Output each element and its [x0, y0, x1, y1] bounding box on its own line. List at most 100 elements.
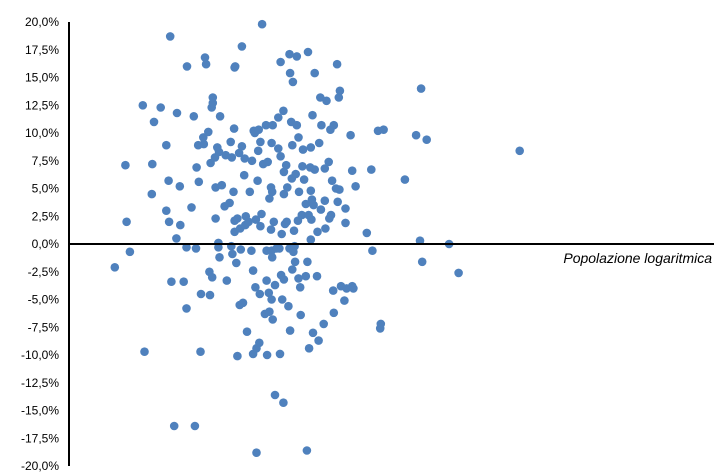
data-point — [296, 310, 306, 320]
data-point — [201, 59, 211, 69]
data-point — [232, 258, 241, 268]
data-point — [253, 176, 262, 185]
data-point — [247, 156, 257, 166]
data-point — [149, 117, 159, 127]
data-point — [279, 189, 289, 199]
data-point — [294, 187, 304, 197]
data-point — [262, 276, 271, 285]
data-point — [215, 112, 225, 121]
data-point — [164, 176, 173, 185]
data-point — [247, 246, 256, 255]
data-point — [251, 283, 260, 292]
data-point — [292, 120, 302, 130]
data-point — [270, 280, 280, 290]
data-point — [236, 245, 246, 254]
data-point — [335, 185, 344, 194]
data-point — [307, 215, 316, 224]
data-point — [411, 130, 421, 140]
data-point — [215, 252, 224, 262]
data-point — [320, 196, 330, 205]
data-point — [268, 120, 278, 130]
data-point — [238, 298, 248, 308]
data-point — [240, 154, 249, 163]
data-point — [268, 315, 278, 324]
data-point — [242, 327, 252, 337]
y-tick-label: -2,5% — [28, 265, 60, 279]
data-point — [211, 214, 220, 223]
data-point — [244, 217, 253, 227]
data-point — [199, 133, 208, 142]
data-point — [169, 421, 179, 431]
data-point — [314, 336, 323, 345]
data-point — [252, 448, 261, 458]
y-tick-label: -7,5% — [28, 320, 60, 334]
data-point — [340, 296, 349, 305]
data-point — [327, 176, 337, 185]
data-point — [298, 145, 308, 154]
data-point — [162, 140, 171, 150]
data-point — [317, 120, 326, 130]
data-point — [277, 295, 287, 304]
data-point — [301, 199, 311, 209]
data-point — [262, 350, 272, 360]
data-point — [288, 265, 297, 274]
data-point — [316, 205, 326, 214]
data-point — [266, 225, 276, 234]
data-point — [285, 68, 295, 78]
y-tick-label: 10,0% — [25, 126, 59, 140]
data-point — [400, 175, 410, 184]
data-point — [279, 275, 289, 284]
data-point — [263, 157, 273, 167]
data-point — [279, 106, 288, 116]
data-point — [320, 164, 330, 173]
data-point — [233, 214, 242, 223]
data-point — [182, 304, 191, 313]
data-point — [257, 19, 267, 29]
y-axis: 20,0% 17,5% 15,0% 12,5% 10,0% 7,5% 5,0% 2,5% 0,0… — [21, 15, 70, 472]
data-point — [306, 143, 316, 152]
data-point — [269, 217, 279, 227]
data-point — [191, 244, 201, 253]
y-tick-label: 17,5% — [25, 43, 59, 57]
data-point — [285, 326, 295, 335]
data-point — [341, 204, 350, 213]
data-point — [274, 144, 283, 153]
data-point — [172, 108, 182, 118]
data-point — [196, 289, 206, 299]
data-point — [306, 186, 316, 195]
data-point — [227, 153, 237, 162]
data-point — [275, 244, 284, 253]
data-point — [333, 197, 343, 207]
data-point — [239, 170, 249, 180]
y-tick-label: -5,0% — [28, 293, 60, 307]
data-point — [256, 137, 265, 147]
data-point — [140, 347, 149, 357]
data-point — [276, 152, 285, 161]
data-point — [283, 183, 292, 192]
data-point — [122, 217, 131, 227]
y-tick-label: -17,5% — [21, 431, 59, 445]
data-point — [299, 175, 309, 184]
data-point — [281, 160, 291, 170]
data-point — [301, 271, 311, 281]
data-point — [230, 62, 240, 71]
data-point — [302, 446, 312, 455]
data-point — [367, 165, 376, 174]
data-point — [376, 319, 386, 329]
data-point — [310, 68, 320, 78]
data-point — [233, 351, 242, 361]
x-axis-title: Popolazione logaritmica — [563, 250, 712, 266]
y-tick-label: 2,5% — [32, 209, 60, 223]
data-point — [279, 398, 288, 408]
data-point — [270, 390, 280, 400]
data-point — [328, 286, 338, 295]
data-point — [310, 165, 320, 174]
data-point — [324, 157, 334, 167]
y-tick-label: 0,0% — [32, 237, 60, 251]
data-point — [288, 77, 298, 87]
data-point — [284, 301, 293, 311]
data-point — [182, 243, 191, 252]
data-point — [277, 229, 287, 239]
data-point — [208, 93, 218, 102]
data-point — [214, 238, 223, 248]
